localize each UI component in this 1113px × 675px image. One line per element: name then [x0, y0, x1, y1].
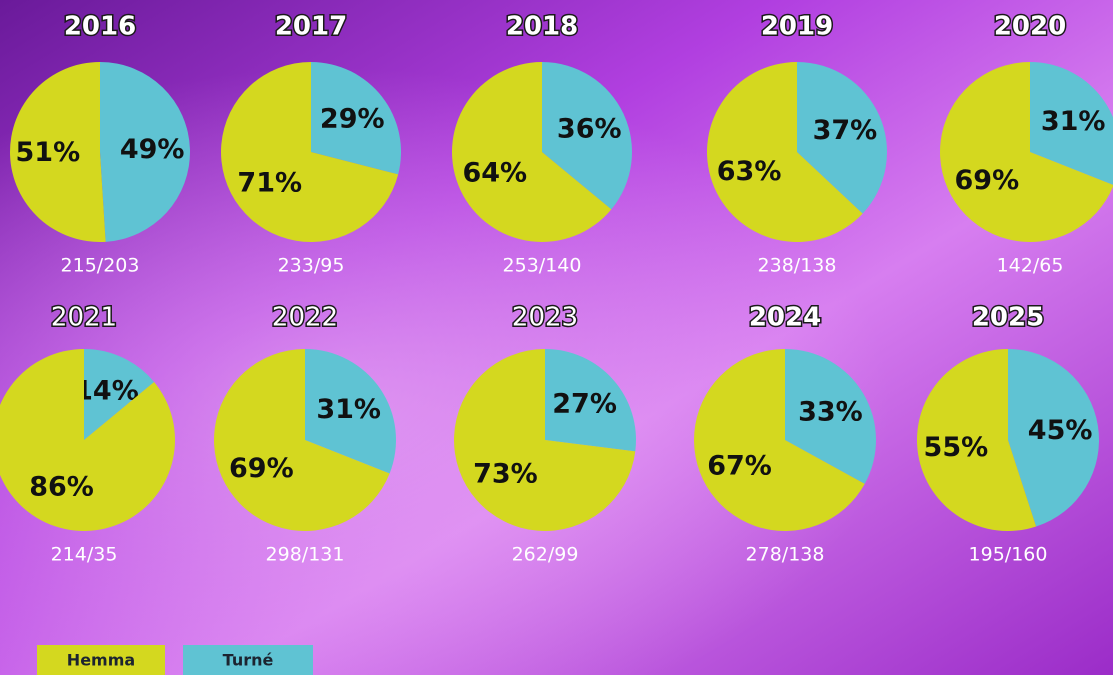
pie-slice — [1008, 349, 1099, 527]
pie-slice — [311, 62, 401, 175]
pie-slice — [940, 62, 1113, 242]
slice-label: 45% — [1028, 415, 1093, 446]
slice-label: 37% — [813, 115, 878, 146]
chart-title: 2019 — [761, 12, 833, 42]
slice-label: 49% — [120, 134, 185, 165]
legend-swatch — [37, 645, 165, 675]
chart-subtitle: 262/99 — [512, 544, 579, 566]
chart-subtitle: 278/138 — [746, 544, 825, 566]
slice-label: 55% — [924, 432, 989, 463]
pie-slice — [0, 349, 175, 531]
pie-slice — [785, 349, 877, 484]
chart-subtitle: 142/65 — [997, 255, 1064, 277]
pie-slice — [214, 348, 390, 531]
legend-label: Hemma — [67, 651, 135, 670]
chart-title: 2021 — [51, 303, 117, 333]
slice-label: 29% — [320, 104, 385, 135]
chart-title: 2024 — [749, 303, 821, 333]
pie-slice — [694, 349, 865, 531]
pie-slice — [1030, 62, 1113, 185]
pie-slice — [305, 349, 396, 474]
chart-title: 2018 — [506, 12, 578, 42]
chart-title: 2016 — [64, 12, 136, 42]
slice-label: 31% — [316, 394, 381, 425]
chart-title: 2025 — [972, 303, 1044, 333]
chart-subtitle: 238/138 — [758, 255, 837, 277]
legend-label: Turné — [223, 651, 274, 670]
slice-label: 33% — [798, 397, 863, 428]
chart-subtitle: 253/140 — [503, 255, 582, 277]
slice-label: 27% — [552, 389, 617, 420]
legend-swatch — [183, 645, 313, 675]
slice-label: 67% — [707, 450, 772, 481]
slice-label: 71% — [237, 167, 302, 198]
pie-slice — [452, 62, 612, 242]
chart-title: 2017 — [275, 12, 347, 42]
slice-label: 63% — [717, 156, 782, 187]
slice-label: 51% — [16, 137, 81, 168]
pie-slice — [9, 62, 106, 242]
slice-label: 69% — [955, 165, 1020, 196]
pie-slice — [221, 62, 399, 242]
pie-slice — [542, 62, 632, 210]
slice-label: 73% — [473, 458, 538, 489]
slice-label: 64% — [462, 158, 527, 189]
chart-subtitle: 215/203 — [61, 255, 140, 277]
slice-label: 86% — [29, 471, 94, 502]
pie-slice — [545, 349, 636, 452]
chart-subtitle: 233/95 — [278, 255, 345, 277]
pie-slice — [917, 349, 1037, 531]
slice-label: 69% — [229, 453, 294, 484]
pie-slice — [100, 62, 190, 242]
chart-subtitle: 214/35 — [51, 544, 118, 566]
chart-title: 2022 — [272, 303, 338, 333]
pie-slice — [84, 349, 155, 440]
chart-title: 2020 — [994, 12, 1066, 42]
chart-title: 2023 — [512, 303, 578, 333]
slice-label: 36% — [557, 113, 622, 144]
pie-slice — [454, 349, 636, 531]
chart-subtitle: 298/131 — [266, 544, 345, 566]
slice-label: 14% — [74, 376, 139, 407]
pie-slice — [797, 62, 887, 214]
slice-label: 31% — [1041, 106, 1106, 137]
chart-subtitle: 195/160 — [969, 544, 1048, 566]
pie-slice — [706, 62, 863, 243]
